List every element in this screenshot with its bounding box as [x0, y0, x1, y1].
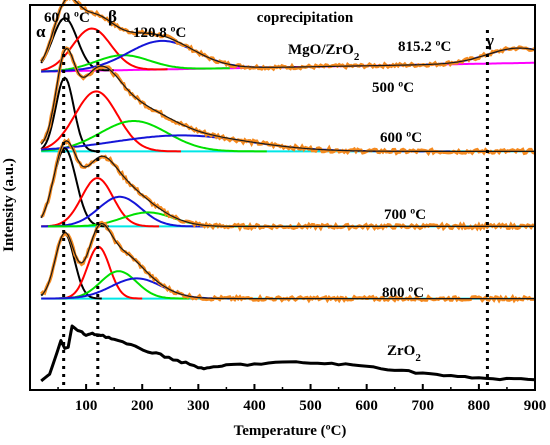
fit-envelope-line: [40, 0, 535, 68]
x-tick-label: 100: [75, 398, 98, 414]
y-axis-label: Intensity (a.u.): [1, 158, 17, 252]
fit-component-line: [40, 90, 181, 153]
sample-label-mgo-zro2: MgO/ZrO2: [288, 42, 360, 63]
alpha-label: α: [36, 22, 46, 41]
x-tick-label: 900: [524, 398, 547, 414]
experimental-trace: [40, 137, 535, 232]
fit-envelope-line: [40, 222, 535, 300]
plot-layer: [39, 0, 536, 388]
x-tick-label: 400: [243, 398, 266, 414]
x-tick-label: 600: [355, 398, 378, 414]
sample-label-600: 600 ºC: [380, 130, 422, 146]
experimental-trace: [39, 46, 536, 157]
x-tick-label: 800: [468, 398, 491, 414]
sample-label-700: 700 ºC: [384, 207, 426, 223]
x-tick-label: 200: [131, 398, 154, 414]
fit-component-line: [41, 177, 160, 228]
fit-component-line: [41, 120, 267, 153]
x-tick-label: 500: [299, 398, 322, 414]
gamma-temp-label: 815.2 ºC: [398, 39, 451, 55]
axis-layer: 100 200 300 400 500 600 700 800 900: [29, 4, 547, 414]
x-axis-label: Temperature (ºC): [234, 423, 347, 439]
fit-envelope-line: [40, 47, 535, 152]
x-tick-label: 700: [412, 398, 435, 414]
fit-component-line: [41, 195, 205, 228]
beta-temp-label: 120.8 ºC: [133, 25, 186, 41]
zro2-curve: [40, 324, 536, 383]
fit-component-line: [41, 54, 230, 73]
chart-title: coprecipitation: [257, 10, 354, 26]
experimental-trace: [40, 220, 535, 304]
alpha-temp-label: 60.0 ºC: [44, 10, 90, 26]
sample-label-800: 800 ºC: [382, 285, 424, 301]
gamma-label: γ: [485, 31, 494, 50]
beta-label: β: [108, 7, 117, 26]
x-tick-label: 300: [187, 398, 210, 414]
fit-component-line: [48, 270, 190, 300]
fit-envelope-line: [40, 140, 535, 227]
sample-label-500: 500 ºC: [372, 80, 414, 96]
sample-label-zro2: ZrO2: [387, 343, 421, 364]
fit-component-line: [40, 76, 101, 153]
